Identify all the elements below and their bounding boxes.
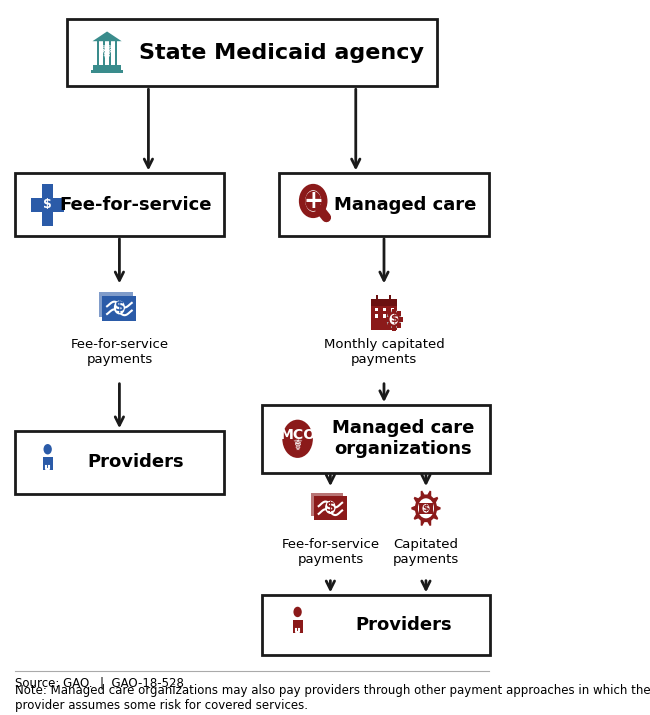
Circle shape [422, 504, 430, 513]
Text: Monthly capitated
payments: Monthly capitated payments [324, 338, 445, 366]
Circle shape [293, 607, 302, 617]
Bar [279, 173, 489, 236]
Bar [391, 314, 394, 317]
Bar [383, 314, 386, 317]
Text: Providers: Providers [88, 453, 185, 471]
Bar [383, 308, 386, 311]
Bar [375, 314, 378, 317]
Text: ☤: ☤ [100, 45, 114, 64]
Bar [43, 457, 53, 470]
Bar [103, 296, 136, 321]
Text: +: + [304, 189, 323, 213]
Bar [391, 308, 394, 311]
Bar [387, 323, 391, 328]
Bar [419, 503, 434, 514]
Text: $: $ [44, 198, 52, 211]
Text: Fee-for-service
payments: Fee-for-service payments [281, 538, 380, 566]
Bar [292, 620, 303, 633]
Bar [371, 299, 397, 330]
Circle shape [282, 420, 313, 458]
Bar [99, 292, 133, 317]
Text: ☤: ☤ [292, 439, 303, 454]
Circle shape [44, 444, 52, 455]
Polygon shape [411, 490, 441, 526]
Bar [397, 311, 401, 316]
Bar [103, 41, 105, 65]
Text: Managed care: Managed care [334, 196, 476, 214]
Bar [97, 41, 99, 65]
Text: $: $ [422, 504, 429, 513]
Text: $: $ [390, 315, 398, 325]
Text: Managed care
organizations: Managed care organizations [332, 420, 474, 458]
Bar [371, 299, 397, 306]
Bar [385, 317, 389, 322]
Bar [15, 173, 224, 236]
Circle shape [305, 191, 321, 211]
Text: Fee-for-service: Fee-for-service [60, 196, 213, 214]
Bar [67, 19, 437, 87]
Bar [375, 308, 378, 311]
Polygon shape [92, 31, 122, 41]
Bar [92, 69, 123, 73]
Circle shape [389, 314, 398, 325]
Text: $: $ [114, 300, 124, 315]
Bar [93, 65, 122, 69]
Text: State Medicaid agency: State Medicaid agency [139, 43, 424, 63]
Bar [311, 493, 343, 516]
Circle shape [325, 500, 335, 514]
Bar [262, 595, 489, 655]
Bar [399, 317, 403, 322]
Text: MCO: MCO [280, 428, 316, 443]
Bar [393, 309, 396, 314]
Circle shape [418, 498, 434, 518]
Bar [115, 41, 117, 65]
Circle shape [114, 300, 125, 315]
Bar [109, 41, 111, 65]
Bar [42, 184, 53, 225]
Text: Note: Managed care organizations may also pay providers through other payment ap: Note: Managed care organizations may als… [15, 684, 650, 712]
Text: Source: GAO.  |  GAO-18-528: Source: GAO. | GAO-18-528 [15, 676, 184, 689]
Circle shape [387, 311, 400, 327]
Text: Capitated
payments: Capitated payments [393, 538, 459, 566]
Bar [389, 295, 391, 301]
Text: Fee-for-service
payments: Fee-for-service payments [70, 338, 168, 366]
Bar [314, 496, 346, 521]
Bar [15, 431, 224, 494]
Text: Providers: Providers [355, 616, 452, 634]
Text: $: $ [326, 500, 335, 514]
Bar [376, 295, 378, 301]
Bar [31, 197, 64, 212]
Bar [262, 405, 489, 473]
Bar [397, 323, 401, 328]
Bar [393, 326, 396, 330]
Bar [387, 311, 391, 316]
